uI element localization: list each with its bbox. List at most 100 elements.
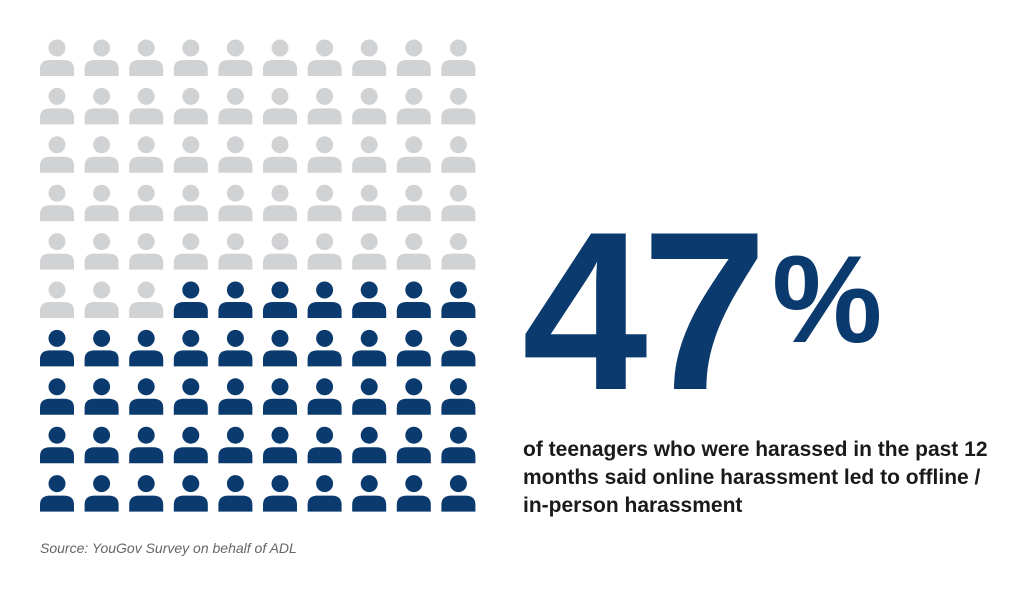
person-icon [40, 87, 74, 125]
person-icon [129, 87, 164, 125]
person-icon-highlighted [441, 329, 476, 367]
person-icon [441, 184, 476, 222]
person-icon [396, 87, 431, 125]
person-icon-highlighted [441, 281, 476, 318]
person-icon-highlighted [218, 378, 253, 415]
person-icon [84, 281, 119, 318]
person-icon-highlighted [441, 475, 476, 512]
stat-value: 47 [522, 184, 767, 437]
person-icon [263, 184, 297, 222]
person-icon-highlighted [263, 281, 297, 318]
person-icon-highlighted [84, 329, 119, 367]
person-icon-highlighted [263, 329, 297, 367]
person-icon [129, 39, 164, 76]
person-icon-highlighted [307, 329, 342, 367]
person-icon-highlighted [129, 426, 164, 464]
person-icon [352, 136, 387, 173]
person-icon-highlighted [441, 426, 476, 464]
person-icon [40, 136, 74, 173]
person-icon [129, 136, 164, 173]
person-icon-highlighted [396, 426, 431, 464]
person-icon-highlighted [173, 475, 208, 512]
person-icon-highlighted [218, 475, 253, 512]
person-icon [84, 233, 119, 270]
person-icon-highlighted [352, 281, 387, 318]
person-icon [307, 184, 342, 222]
person-icon [352, 87, 387, 125]
person-icon [396, 233, 431, 270]
person-icon [263, 87, 297, 125]
person-icon-highlighted [84, 426, 119, 464]
person-icon [173, 136, 208, 173]
person-icon [441, 39, 476, 76]
person-icon [441, 233, 476, 270]
stat-unit: % [772, 231, 883, 369]
person-icon [352, 233, 387, 270]
person-icon [173, 39, 208, 76]
source-note: Source: YouGov Survey on behalf of ADL [40, 540, 297, 556]
person-icon [129, 184, 164, 222]
person-icon-highlighted [173, 281, 208, 318]
person-icon [173, 233, 208, 270]
person-icon [352, 39, 387, 76]
person-icon-highlighted [441, 378, 476, 415]
person-icon [263, 233, 297, 270]
person-icon-highlighted [40, 475, 74, 512]
person-icon [173, 184, 208, 222]
person-icon [307, 39, 342, 76]
person-icon [218, 39, 253, 76]
person-icon-highlighted [84, 378, 119, 415]
person-icon [40, 184, 74, 222]
person-icon-highlighted [218, 281, 253, 318]
person-icon [129, 281, 164, 318]
person-icon [441, 87, 476, 125]
person-icon-highlighted [396, 378, 431, 415]
person-icon-highlighted [396, 475, 431, 512]
person-icon [396, 39, 431, 76]
person-icon-highlighted [352, 475, 387, 512]
person-icon [40, 39, 74, 76]
person-icon [218, 184, 253, 222]
person-icon-highlighted [352, 426, 387, 464]
person-icon [307, 136, 342, 173]
person-icon [129, 233, 164, 270]
person-icon-highlighted [173, 329, 208, 367]
person-icon [84, 184, 119, 222]
person-icon [396, 136, 431, 173]
person-icon-highlighted [307, 378, 342, 415]
person-icon-highlighted [129, 329, 164, 367]
person-icon [173, 87, 208, 125]
pictogram-grid [40, 39, 476, 512]
person-icon-highlighted [40, 426, 74, 464]
person-icon [40, 233, 74, 270]
person-icon-highlighted [40, 329, 74, 367]
person-icon [84, 87, 119, 125]
person-icon-highlighted [173, 426, 208, 464]
person-icon [218, 87, 253, 125]
person-icon [40, 281, 74, 318]
person-icon [352, 184, 387, 222]
person-icon-highlighted [173, 378, 208, 415]
person-icon-highlighted [307, 475, 342, 512]
person-icon-highlighted [396, 281, 431, 318]
stat-description: of teenagers who were harassed in the pa… [523, 438, 988, 517]
person-icon-highlighted [263, 426, 297, 464]
person-icon-highlighted [129, 378, 164, 415]
person-icon [263, 136, 297, 173]
person-icon [396, 184, 431, 222]
person-icon-highlighted [84, 475, 119, 512]
person-icon-highlighted [352, 329, 387, 367]
person-icon-highlighted [307, 281, 342, 318]
person-icon-highlighted [40, 378, 74, 415]
person-icon-highlighted [396, 329, 431, 367]
person-icon-highlighted [218, 426, 253, 464]
person-icon [218, 233, 253, 270]
person-icon [307, 233, 342, 270]
person-icon [263, 39, 297, 76]
person-icon-highlighted [263, 378, 297, 415]
person-icon-highlighted [129, 475, 164, 512]
person-icon [441, 136, 476, 173]
person-icon [218, 136, 253, 173]
person-icon-highlighted [218, 329, 253, 367]
person-icon [307, 87, 342, 125]
